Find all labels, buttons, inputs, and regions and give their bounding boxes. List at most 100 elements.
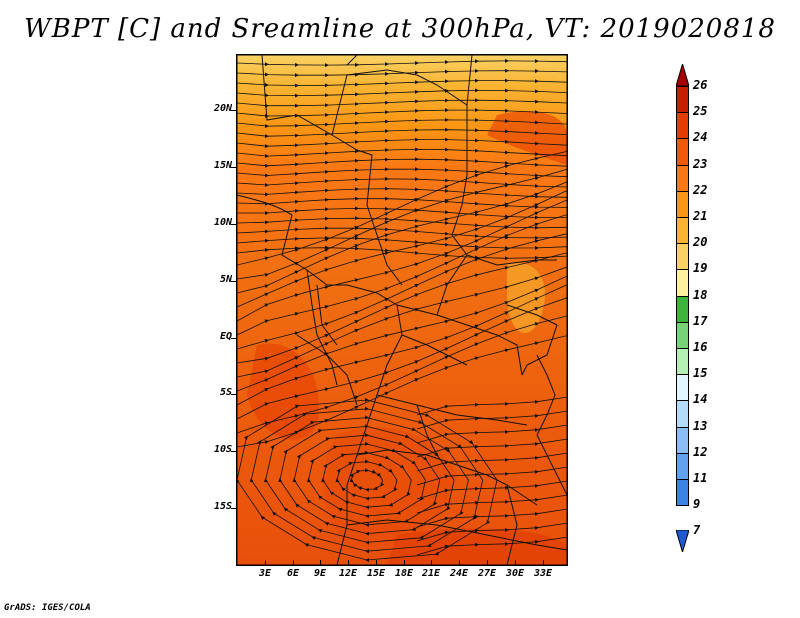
lon-label: 21E — [421, 568, 441, 579]
lon-tick — [404, 560, 405, 565]
colorbar-swatch — [676, 243, 689, 270]
colorbar-label: 21 — [693, 209, 708, 223]
streamline — [416, 536, 567, 556]
colorbar-bottom-arrow — [676, 530, 689, 552]
streamline — [416, 494, 567, 514]
streamline — [416, 480, 567, 500]
lon-tick — [487, 560, 488, 565]
colorbar-label: 20 — [693, 235, 708, 250]
streamline — [237, 78, 567, 88]
streamlines — [237, 58, 567, 563]
lat-tick — [231, 451, 236, 452]
colorbar-label: 24 — [693, 130, 708, 145]
streamline — [237, 127, 567, 139]
colorbar-swatch — [676, 138, 689, 165]
colorbar-swatch — [676, 112, 689, 139]
lon-label: 6E — [286, 568, 300, 579]
colorbar-label: 22 — [693, 182, 708, 197]
lon-label: 30E — [505, 568, 525, 579]
lat-tick — [231, 167, 236, 168]
streamline — [237, 58, 567, 68]
lat-label: EQ — [219, 331, 232, 342]
colorbar-swatch — [676, 295, 689, 322]
colorbar-label: 12 — [693, 444, 708, 459]
lat-label: 5S — [219, 387, 232, 398]
colorbar-label: 13 — [693, 418, 708, 433]
lat-label: 15S — [213, 501, 232, 512]
colorbar-label: 26 — [693, 78, 708, 92]
lon-tick — [348, 560, 349, 565]
colorbar-swatch — [676, 400, 689, 427]
lon-label: 33E — [533, 568, 553, 579]
lat-label: 10N — [213, 217, 232, 228]
lon-tick — [515, 560, 516, 565]
streamline — [237, 147, 567, 159]
lon-label: 3E — [258, 568, 272, 579]
colorbar-label: 19 — [693, 261, 708, 276]
lon-label: 18E — [394, 568, 414, 579]
lat-tick — [231, 281, 236, 282]
lat-label: 10S — [213, 444, 232, 455]
colorbar-swatch — [676, 190, 689, 217]
colorbar-swatch — [676, 479, 689, 506]
lat-label: 20N — [213, 103, 232, 114]
colorbar-label: 7 — [693, 523, 701, 538]
lon-tick — [543, 560, 544, 565]
lat-tick — [231, 338, 236, 339]
map-panel — [236, 54, 568, 566]
streamline — [416, 522, 567, 542]
colorbar-swatch — [676, 452, 689, 479]
lat-label: 15N — [213, 160, 232, 171]
lon-label: 15E — [366, 568, 386, 579]
colorbar-label: 25 — [693, 104, 708, 119]
lon-label: 12E — [338, 568, 358, 579]
streamline — [416, 508, 567, 528]
lat-tick — [231, 508, 236, 509]
grads-credit: GrADS: IGES/COLA — [4, 603, 91, 613]
streamline — [237, 117, 567, 129]
colorbar-top-arrow — [676, 64, 689, 86]
colorbar-label: 14 — [693, 392, 708, 407]
map-canvas — [237, 55, 567, 565]
colorbar-label: 11 — [693, 471, 708, 485]
lon-label: 9E — [313, 568, 327, 579]
lon-tick — [376, 560, 377, 565]
streamline — [416, 452, 567, 472]
streamline — [416, 396, 567, 416]
lon-label: 24E — [449, 568, 469, 579]
colorbar-swatch — [676, 348, 689, 375]
streamline — [237, 137, 567, 149]
streamline — [416, 438, 567, 458]
colorbar-swatch — [676, 86, 689, 113]
colorbar-swatch — [676, 426, 689, 453]
colorbar-label: 18 — [693, 287, 708, 302]
colorbar-swatch — [676, 164, 689, 191]
lon-tick — [293, 560, 294, 565]
streamline — [416, 466, 567, 486]
colorbar-label: 23 — [693, 156, 708, 171]
streamline — [237, 397, 498, 563]
colorbar-swatch — [676, 217, 689, 244]
lat-tick — [231, 224, 236, 225]
lon-label: 27E — [477, 568, 497, 579]
lat-tick — [231, 394, 236, 395]
country-borders — [237, 55, 567, 565]
colorbar-label: 16 — [693, 340, 708, 354]
colorbar-swatch — [676, 321, 689, 348]
map-title: WBPT [C] and Sreamline at 300hPa, VT: 20… — [24, 14, 776, 44]
lat-label: 5N — [219, 274, 232, 285]
streamline — [237, 68, 567, 78]
lon-tick — [431, 560, 432, 565]
colorbar-label: 15 — [693, 366, 708, 381]
colorbar-swatch — [676, 374, 689, 401]
colorbar-swatch — [676, 269, 689, 296]
lat-tick — [231, 110, 236, 111]
streamline — [416, 424, 567, 444]
lon-tick — [459, 560, 460, 565]
streamline — [237, 88, 567, 98]
colorbar-label: 17 — [693, 313, 708, 328]
colorbar-label: 9 — [693, 497, 701, 512]
lon-tick — [320, 560, 321, 565]
streamline — [416, 410, 567, 430]
lon-tick — [265, 560, 266, 565]
